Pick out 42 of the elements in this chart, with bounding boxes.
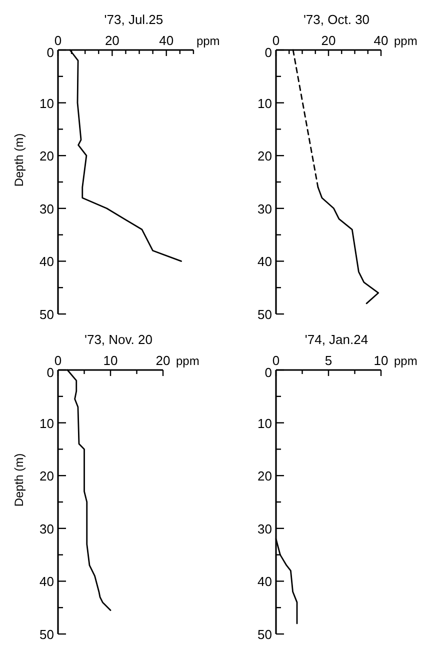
x-tick-label: 20 [104, 33, 120, 48]
y-tick-label: 40 [40, 254, 54, 270]
y-tick-label: 40 [258, 254, 272, 270]
x-tick-label: 5 [324, 353, 332, 368]
y-tick-label: 50 [40, 627, 54, 642]
y-tick-label: 30 [258, 201, 272, 216]
y-tick-label: 30 [40, 521, 54, 536]
x-tick-label: 40 [374, 33, 388, 48]
x-axis-title: ppm [394, 354, 418, 368]
y-tick-label: 50 [258, 627, 272, 642]
x-axis-title: ppm [176, 354, 200, 368]
y-tick-label: 20 [258, 468, 272, 484]
y-tick-label: 0 [46, 365, 54, 380]
y-tick-label: 50 [40, 307, 54, 322]
y-tick-label: 0 [264, 365, 272, 380]
y-tick-label: 30 [258, 521, 272, 536]
y-tick-label: 0 [264, 45, 272, 60]
y-tick-label: 40 [258, 574, 272, 590]
y-tick-label: 10 [40, 416, 54, 431]
x-axis-title: ppm [394, 34, 418, 48]
y-axis-title: Depth (m) [12, 133, 26, 187]
chart-title: '73, Nov. 20 [84, 332, 153, 347]
y-tick-label: 0 [46, 45, 54, 60]
y-tick-label: 10 [258, 96, 272, 111]
chart-title: '73, Jul.25 [104, 12, 164, 27]
x-tick-label: 20 [156, 353, 170, 368]
y-tick-label: 20 [40, 468, 54, 484]
y-tick-label: 20 [258, 148, 272, 164]
x-tick-label: 40 [159, 33, 174, 48]
x-tick-label: 10 [374, 353, 388, 368]
y-tick-label: 30 [40, 201, 54, 216]
y-tick-label: 10 [40, 96, 54, 111]
y-tick-label: 50 [258, 307, 272, 322]
y-tick-label: 20 [40, 148, 54, 164]
y-axis-title: Depth (m) [12, 453, 26, 507]
x-axis-title: ppm [196, 34, 220, 48]
x-tick-label: 20 [321, 33, 336, 48]
y-tick-label: 40 [40, 574, 54, 590]
x-tick-label: 10 [103, 353, 118, 368]
chart-title: '73, Oct. 30 [303, 12, 370, 27]
chart-title: '74, Jan.24 [304, 332, 368, 347]
y-tick-label: 10 [258, 416, 272, 431]
